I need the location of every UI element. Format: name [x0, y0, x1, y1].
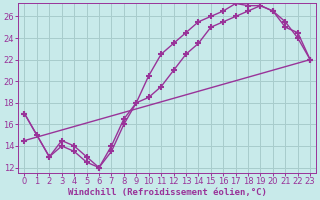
- X-axis label: Windchill (Refroidissement éolien,°C): Windchill (Refroidissement éolien,°C): [68, 188, 267, 197]
